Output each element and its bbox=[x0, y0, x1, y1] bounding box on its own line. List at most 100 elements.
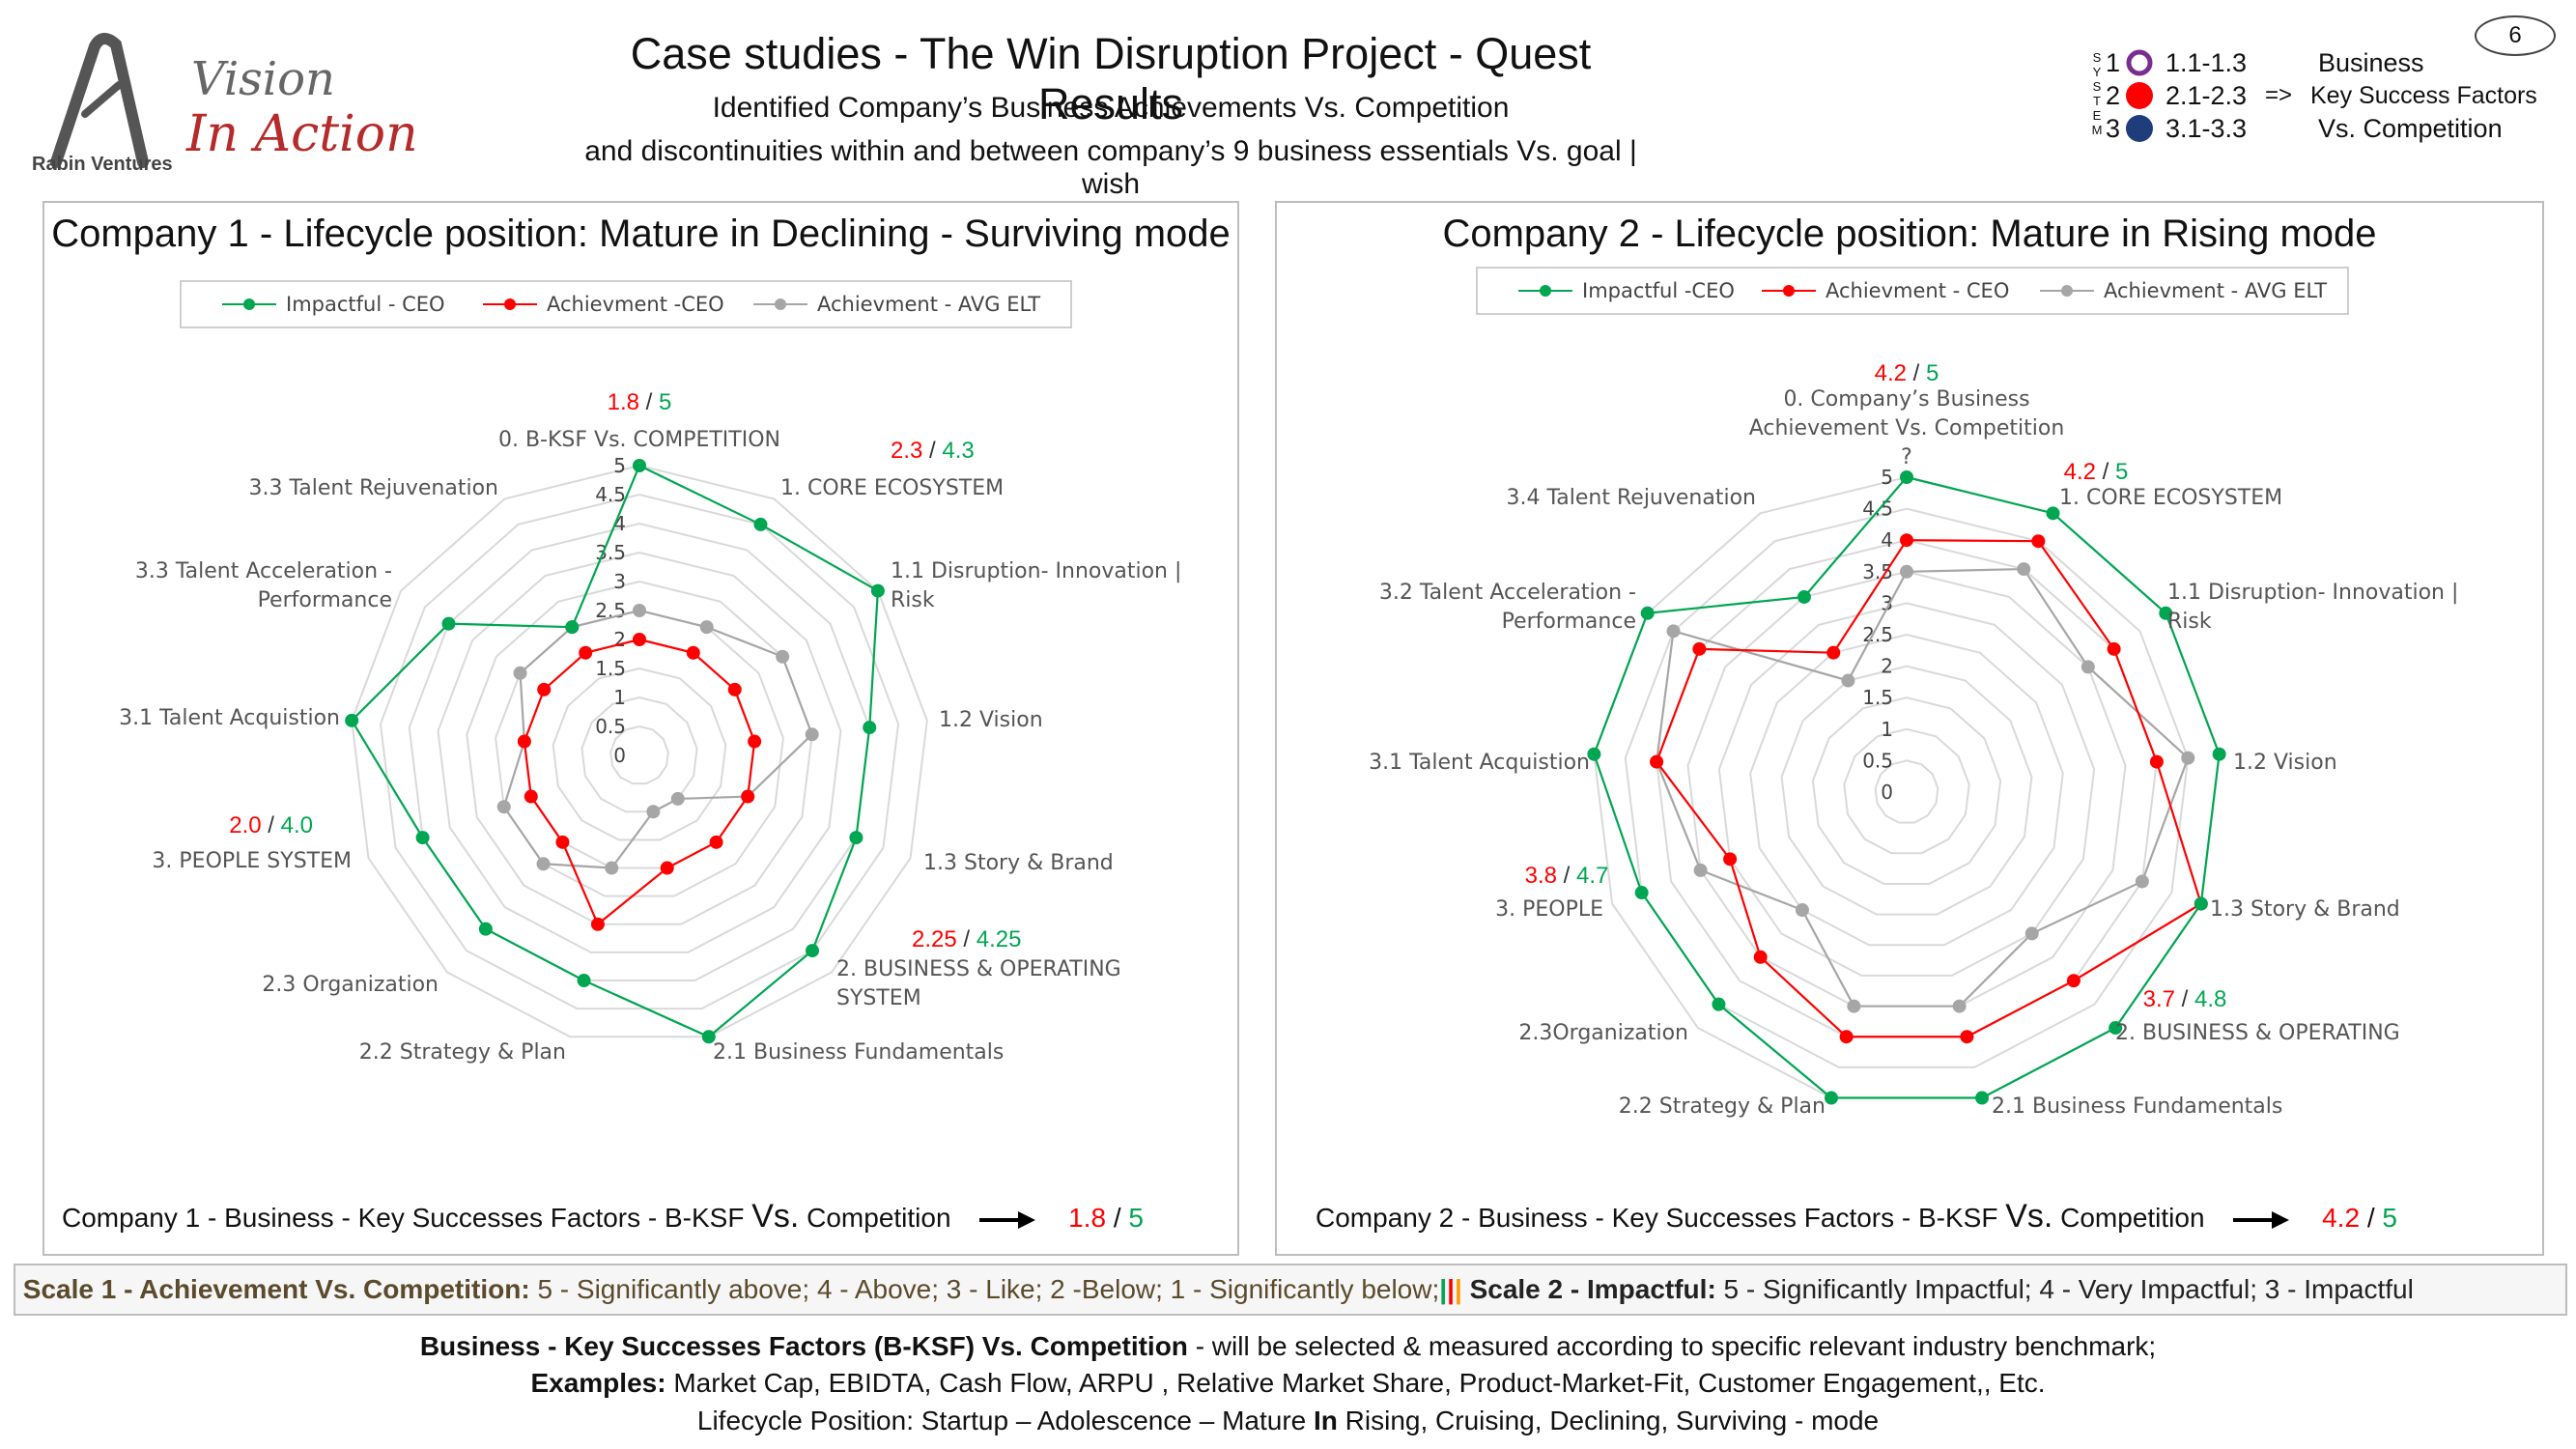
category-label: 0. Company’s Business Achievement Vs. Com… bbox=[1749, 387, 2065, 469]
series-line bbox=[350, 464, 880, 1038]
category-label: 2.2 Strategy & Plan bbox=[359, 1040, 566, 1065]
data-point bbox=[633, 604, 646, 617]
scale-separator-char: | bbox=[1454, 1274, 1462, 1304]
scale-1-text: 5 - Significantly above; 4 - Above; 3 - … bbox=[529, 1274, 1440, 1304]
logo-line2: In Action bbox=[185, 105, 418, 163]
radar-grid-ring bbox=[351, 464, 928, 1038]
radial-tick-label: 1.5 bbox=[1862, 686, 1893, 709]
radar-grid-ring bbox=[1811, 696, 2002, 885]
system-legend-label: Key Success Factors bbox=[2310, 82, 2537, 109]
category-label: 1.1 Disruption- Innovation | Risk bbox=[891, 559, 1181, 612]
data-point bbox=[776, 649, 790, 664]
data-point bbox=[1666, 624, 1681, 639]
logo-mark-icon bbox=[50, 33, 149, 168]
radar-grid-ring bbox=[1686, 570, 2127, 1008]
arrow-right-icon bbox=[979, 1210, 1036, 1229]
category-label: 2.1 Business Fundamentals bbox=[1992, 1094, 2282, 1119]
logo-company: Rabin Ventures bbox=[32, 154, 173, 175]
data-point bbox=[633, 633, 646, 646]
chart-1-summary-achieved: 1.8 bbox=[1068, 1203, 1107, 1233]
score-annotation: 2.3 / 4.3 bbox=[891, 438, 975, 464]
chart-2-summary-achieved: 4.2 bbox=[2322, 1203, 2361, 1233]
data-point bbox=[1900, 533, 1913, 548]
radar-grid-ring bbox=[1749, 633, 2064, 947]
radial-tick-label: 1 bbox=[613, 686, 626, 709]
radial-tick-label: 1 bbox=[1881, 718, 1893, 741]
page-number-badge: 6 bbox=[2475, 15, 2556, 56]
category-label: 2.3 Organization bbox=[262, 973, 439, 997]
dot-icon bbox=[2126, 115, 2153, 142]
data-point bbox=[727, 682, 742, 696]
series-achievment-ceo bbox=[1650, 533, 2208, 1044]
data-point bbox=[1634, 886, 1649, 900]
score-annotation: 2.25 / 4.25 bbox=[912, 926, 1021, 952]
data-point bbox=[1692, 641, 1707, 656]
legend-marker-icon bbox=[483, 298, 537, 310]
system-legend-number: 1 bbox=[2106, 48, 2121, 77]
radial-tick-label: 1.5 bbox=[595, 657, 626, 680]
score-annotation: 3.7 / 4.8 bbox=[2143, 986, 2227, 1012]
chart-2-radar: 00.511.522.533.544.550. Company’s Busine… bbox=[1369, 360, 2458, 1119]
category-label: 1. CORE ECOSYSTEM bbox=[780, 476, 1004, 500]
data-point bbox=[2194, 896, 2208, 911]
legend-label: Achievment -CEO bbox=[547, 293, 724, 316]
category-label: 1.2 Vision bbox=[2233, 751, 2337, 775]
data-point bbox=[1841, 673, 1855, 688]
data-point bbox=[605, 861, 619, 875]
radial-tick-label: 3.5 bbox=[1862, 560, 1893, 583]
radar-grid-ring bbox=[1656, 539, 2158, 1038]
chart-1-summary-vs: Vs. bbox=[751, 1198, 800, 1235]
scale-1-label: Scale 1 - Achievement Vs. Competition: bbox=[22, 1274, 530, 1304]
chart-1-summary-goal: 5 bbox=[1128, 1203, 1144, 1233]
data-point bbox=[513, 666, 527, 680]
score-annotation: 1.8 / 5 bbox=[608, 389, 672, 415]
system-letter: M bbox=[2091, 123, 2103, 137]
data-point bbox=[1650, 754, 1664, 769]
logo-line1: Vision bbox=[191, 52, 335, 106]
vision-in-action-logo: Vision In Action Rabin Ventures bbox=[32, 33, 418, 175]
scale-2-text: 5 - Significantly Impactful; 4 - Very Im… bbox=[1715, 1274, 2414, 1304]
radial-tick-label: 5 bbox=[1881, 466, 1893, 489]
score-annotation: 4.2 / 5 bbox=[1875, 360, 1939, 386]
data-point bbox=[579, 645, 593, 660]
series-line bbox=[1655, 539, 2203, 1038]
category-label: 1.1 Disruption- Innovation | Risk bbox=[2167, 581, 2458, 634]
chart-1-summary-prefix: Company 1 - Business - Key Successes Fac… bbox=[62, 1203, 752, 1233]
scale-separator: ||| bbox=[1439, 1274, 1462, 1304]
scale-separator-char: | bbox=[1439, 1274, 1448, 1304]
radar-grid-ring bbox=[379, 493, 900, 1010]
ring-icon bbox=[2126, 49, 2153, 76]
data-point bbox=[633, 459, 646, 472]
data-point bbox=[741, 789, 755, 804]
radial-tick-label: 0 bbox=[1881, 781, 1893, 804]
data-point bbox=[805, 727, 819, 742]
category-label: 2. BUSINESS & OPERATING bbox=[2115, 1021, 2400, 1045]
legend-marker-icon bbox=[753, 298, 807, 310]
data-point bbox=[753, 517, 768, 531]
system-legend-range: 2.1-2.3 bbox=[2166, 81, 2248, 110]
footer-line-2: Examples: Market Cap, EBIDTA, Cash Flow,… bbox=[0, 1368, 2576, 1399]
radar-grid-ring bbox=[1780, 665, 2033, 916]
score-annotation: 2.0 / 4.0 bbox=[229, 812, 313, 838]
legend-label: Achievment - CEO bbox=[1826, 279, 2010, 302]
data-point bbox=[686, 645, 700, 660]
scale-2-label: Scale 2 - Impactful: bbox=[1461, 1274, 1716, 1304]
legend-label: Achievment - AVG ELT bbox=[817, 293, 1041, 316]
category-label: 1.2 Vision bbox=[939, 708, 1043, 732]
data-point bbox=[1712, 997, 1726, 1011]
data-point bbox=[870, 583, 885, 598]
radial-tick-label: 0.5 bbox=[595, 715, 626, 738]
data-point bbox=[441, 616, 456, 631]
category-label: 3.4 Talent Rejuvenation bbox=[1507, 486, 1756, 510]
system-letter: E bbox=[2092, 108, 2102, 123]
system-legend-range: 1.1-1.3 bbox=[2166, 48, 2248, 77]
radial-tick-label: 0.5 bbox=[1862, 749, 1893, 772]
data-point bbox=[2212, 747, 2226, 761]
system-legend-number: 2 bbox=[2106, 81, 2121, 110]
data-point bbox=[1900, 470, 1913, 484]
category-label: 1.3 Story & Brand bbox=[923, 851, 1114, 875]
radar-grid-ring bbox=[552, 667, 727, 841]
footer-line-2-text: Market Cap, EBIDTA, Cash Flow, ARPU , Re… bbox=[665, 1368, 2046, 1398]
data-point bbox=[2107, 641, 2121, 656]
system-legend-range: 3.1-3.3 bbox=[2166, 114, 2248, 143]
